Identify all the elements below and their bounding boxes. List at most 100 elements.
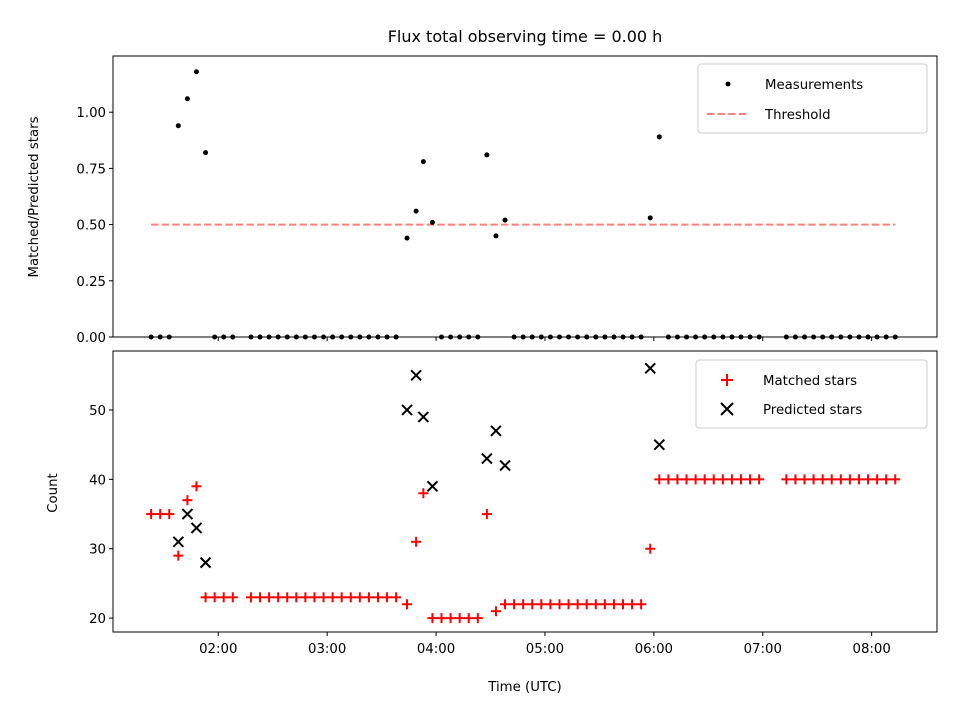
- measurement-point: [203, 150, 209, 156]
- matched-star-point: [300, 592, 311, 603]
- measurement-point: [413, 208, 419, 214]
- bottom-y-tick-label: 20: [89, 612, 106, 627]
- matched-star-point: [264, 592, 275, 603]
- matched-star-point: [844, 474, 855, 485]
- top-y-tick-label: 0.75: [76, 162, 106, 177]
- top-plot-area: 0.00 0.25 0.50 0.75 1.00: [76, 69, 898, 346]
- bottom-x-tick-label: 04:00: [417, 642, 455, 657]
- matched-star-point: [345, 592, 356, 603]
- matched-star-point: [853, 474, 864, 485]
- matched-star-point: [182, 495, 193, 506]
- matched-star-point: [155, 509, 166, 520]
- matched-star-point: [690, 474, 701, 485]
- matched-star-point: [481, 509, 492, 520]
- matched-star-point: [735, 474, 746, 485]
- bottom-axes-frame: [112, 350, 938, 633]
- matched-star-point: [835, 474, 846, 485]
- measurement-point: [175, 123, 181, 129]
- bottom-y-axis-label: Count: [46, 473, 61, 513]
- measurement-point: [502, 217, 508, 223]
- top-y-tick-label: 0.50: [76, 219, 106, 234]
- measurement-point: [404, 235, 410, 241]
- top-axes-frame: [112, 55, 938, 338]
- bottom-y-tick-label: 30: [89, 543, 106, 558]
- matched-star-point: [227, 592, 238, 603]
- bottom-legend: Matched stars Predicted stars: [695, 359, 928, 429]
- bottom-panel: Count Time (UTC) 20 30 40 50 02:00 03:00 04:00…: [46, 350, 938, 695]
- matched-star-point: [209, 592, 220, 603]
- predicted-star-point: [499, 459, 511, 472]
- matched-star-point: [545, 599, 556, 610]
- matched-star-point: [881, 474, 892, 485]
- bottom-plot-area: 20 30 40 50 02:00 03:00 04:00 05:00 06:00 07:00 08…: [89, 362, 901, 657]
- predicted-star-point: [181, 508, 194, 520]
- matched-star-point: [790, 474, 801, 485]
- matched-star-point: [463, 613, 474, 624]
- measurement-point: [647, 215, 653, 221]
- measurement-point: [484, 152, 490, 158]
- matched-star-point: [372, 592, 383, 603]
- legend-measurements-marker: [725, 81, 731, 87]
- predicted-star-point: [199, 556, 212, 569]
- top-panel: Flux total observing time = 0.00 h Match…: [27, 27, 938, 346]
- measurement-point: [193, 69, 199, 75]
- matched-star-point: [454, 613, 465, 624]
- matched-star-point: [754, 474, 765, 485]
- matched-star-point: [699, 474, 710, 485]
- measurement-point: [184, 96, 190, 102]
- matched-star-point: [282, 592, 293, 603]
- bottom-y-tick-label: 40: [89, 473, 106, 488]
- predicted-star-point: [417, 411, 430, 423]
- matched-star-point: [608, 599, 619, 610]
- matched-star-point: [745, 474, 756, 485]
- matched-star-point: [554, 599, 565, 610]
- bottom-x-tick-label: 08:00: [852, 642, 890, 657]
- legend-matched-label: Matched stars: [763, 374, 857, 389]
- matched-star-point: [590, 599, 601, 610]
- legend-measurements-label: Measurements: [765, 78, 863, 93]
- matched-star-point: [336, 592, 347, 603]
- matched-star-point: [164, 509, 175, 520]
- matched-star-point: [681, 474, 692, 485]
- matched-star-point: [581, 599, 592, 610]
- matched-star-point: [402, 599, 413, 610]
- matched-star-point: [191, 481, 202, 492]
- bottom-x-tick-label: 02:00: [199, 642, 237, 657]
- matched-star-point: [255, 592, 266, 603]
- legend-matched-marker: [721, 374, 733, 386]
- predicted-star-point: [401, 404, 413, 416]
- predicted-star-point: [653, 438, 666, 451]
- matched-star-point: [672, 474, 683, 485]
- matched-star-point: [527, 599, 538, 610]
- bottom-legend-box: [695, 359, 928, 429]
- matched-star-point: [472, 613, 483, 624]
- matched-star-point: [663, 474, 674, 485]
- predicted-star-point: [172, 536, 185, 548]
- legend-predicted-label: Predicted stars: [763, 403, 862, 418]
- matched-star-point: [518, 599, 529, 610]
- matched-star-point: [717, 474, 728, 485]
- matched-star-point: [636, 599, 647, 610]
- matched-star-point: [363, 592, 374, 603]
- matched-star-point: [146, 509, 157, 520]
- matched-star-point: [599, 599, 610, 610]
- matched-star-point: [309, 592, 320, 603]
- bottom-x-tick-label: 07:00: [744, 642, 782, 657]
- matched-star-point: [654, 474, 665, 485]
- matched-star-point: [572, 599, 583, 610]
- matched-star-point: [781, 474, 792, 485]
- matched-star-point: [391, 592, 402, 603]
- matched-star-point: [382, 592, 393, 603]
- matched-star-point: [890, 474, 901, 485]
- measurement-point: [656, 134, 662, 140]
- matched-star-point: [536, 599, 547, 610]
- predicted-star-point: [644, 362, 656, 375]
- legend-threshold-label: Threshold: [764, 108, 831, 123]
- matched-star-point: [808, 474, 819, 485]
- measurement-point: [420, 159, 426, 165]
- predicted-star-point: [426, 480, 439, 493]
- matched-star-point: [418, 488, 429, 499]
- matched-star-point: [618, 599, 629, 610]
- matched-star-point: [645, 543, 656, 554]
- top-y-axis-label: Matched/Predicted stars: [27, 116, 42, 277]
